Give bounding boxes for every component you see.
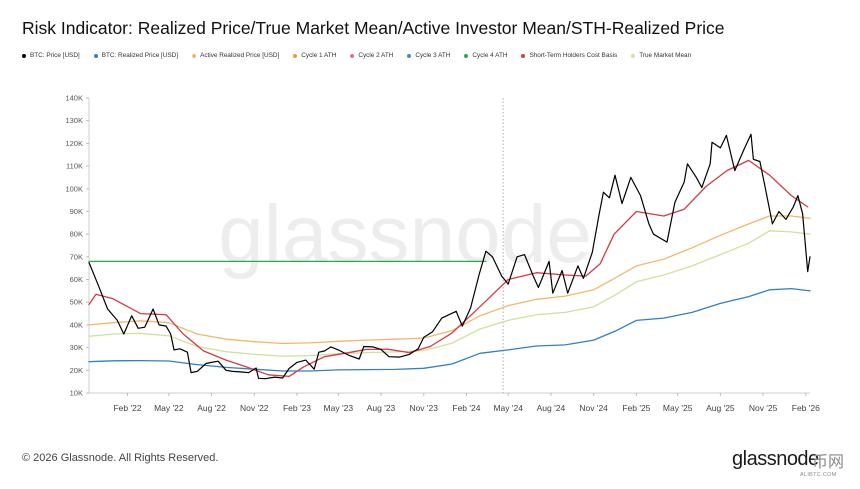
legend-label: Active Realized Price [USD]: [200, 52, 280, 59]
legend-label: BTC: Realized Price [USD]: [101, 52, 179, 59]
x-tick-label: Feb '22: [113, 403, 141, 413]
legend-label: Cycle 3 ATH: [415, 52, 451, 59]
legend-item[interactable]: BTC: Price [USD]: [22, 52, 80, 59]
y-tick-label: 120K: [65, 139, 83, 148]
brand-logo: glassnode: [732, 448, 819, 470]
sub-brand-url: ALIBTC.COM: [800, 472, 837, 478]
legend-item[interactable]: True Market Mean: [631, 52, 691, 59]
legend-item[interactable]: Cycle 4 ATH: [464, 52, 507, 59]
series-line-btc-realized-price-usd: [88, 287, 811, 372]
x-tick-label: Nov '22: [240, 403, 269, 413]
chart-legend: BTC: Price [USD] BTC: Realized Price [USD…: [22, 52, 705, 59]
sub-brand-logo: 币网: [812, 452, 845, 471]
x-tick-label: Feb '23: [283, 403, 311, 413]
y-tick-label: 100K: [65, 184, 83, 193]
x-tick-label: Aug '24: [537, 403, 566, 413]
x-tick-label: May '24: [493, 403, 523, 413]
y-tick-label: 130K: [65, 116, 83, 125]
x-tick-label: May '22: [154, 403, 184, 413]
copyright-footer: © 2026 Glassnode. All Rights Reserved.: [22, 452, 219, 464]
series-line-true-market-mean: [88, 230, 811, 357]
legend-label: Cycle 1 ATH: [301, 52, 337, 59]
legend-item[interactable]: Cycle 3 ATH: [407, 52, 450, 59]
legend-dot-icon: [631, 53, 636, 58]
legend-label: Cycle 4 ATH: [472, 52, 508, 59]
y-tick-label: 30K: [70, 343, 83, 352]
legend-label: BTC: Price [USD]: [30, 52, 80, 59]
x-tick-label: Feb '24: [452, 403, 480, 413]
x-tick-label: Nov '25: [749, 403, 778, 413]
legend-item[interactable]: BTC: Realized Price [USD]: [93, 52, 179, 59]
series-line-active-realized-price-usd: [88, 215, 811, 345]
y-tick-label: 70K: [70, 252, 83, 261]
x-tick-label: May '25: [663, 403, 693, 413]
y-tick-label: 80K: [70, 230, 83, 239]
y-tick-label: 110K: [66, 162, 83, 171]
x-tick-label: Aug '25: [706, 403, 735, 413]
series-line-short-term-holders-cost-basis: [88, 159, 809, 378]
legend-dot-icon: [93, 53, 98, 58]
y-tick-label: 60K: [70, 275, 83, 284]
watermark-text: glassnode: [218, 189, 592, 280]
legend-item[interactable]: Short-Term Holders Cost Basis: [521, 52, 617, 59]
legend-label: True Market Mean: [639, 52, 692, 59]
series-lines: [88, 133, 811, 380]
x-axis: Feb '22 May '22 Aug '22 Nov '22 Feb '23 May '…: [89, 392, 820, 413]
legend-item[interactable]: Cycle 1 ATH: [293, 52, 336, 59]
legend-dot-icon: [521, 53, 526, 58]
x-tick-label: Nov '24: [579, 403, 608, 413]
series-line-btc-price-usd: [88, 133, 811, 380]
x-tick-label: Aug '22: [197, 403, 226, 413]
x-tick-label: Aug '23: [367, 403, 396, 413]
legend-dot-icon: [192, 53, 197, 58]
y-tick-label: 140K: [65, 94, 83, 103]
y-tick-label: 10K: [70, 389, 83, 398]
x-tick-label: Nov '23: [409, 403, 438, 413]
x-tick-label: May '23: [324, 403, 354, 413]
legend-label: Cycle 2 ATH: [358, 52, 394, 59]
y-tick-label: 40K: [70, 320, 83, 329]
y-tick-label: 90K: [70, 207, 83, 216]
x-tick-label: Feb '26: [792, 403, 820, 413]
legend-dot-icon: [407, 53, 412, 58]
legend-item[interactable]: Active Realized Price [USD]: [192, 52, 279, 59]
legend-dot-icon: [464, 53, 469, 58]
y-tick-label: 50K: [70, 298, 83, 307]
legend-dot-icon: [293, 53, 298, 58]
legend-dot-icon: [22, 53, 26, 58]
legend-item[interactable]: Cycle 2 ATH: [350, 52, 393, 59]
x-tick-label: Feb '25: [622, 403, 650, 413]
y-tick-label: 20K: [70, 366, 83, 375]
legend-label: Short-Term Holders Cost Basis: [529, 52, 618, 59]
chart-title: Risk Indicator: Realized Price/True Mark…: [22, 18, 725, 38]
legend-dot-icon: [350, 53, 355, 58]
y-axis: 10K 20K 30K 40K 50K 60K 70K 80K 90K 100K 110K 120K 1…: [65, 94, 90, 398]
